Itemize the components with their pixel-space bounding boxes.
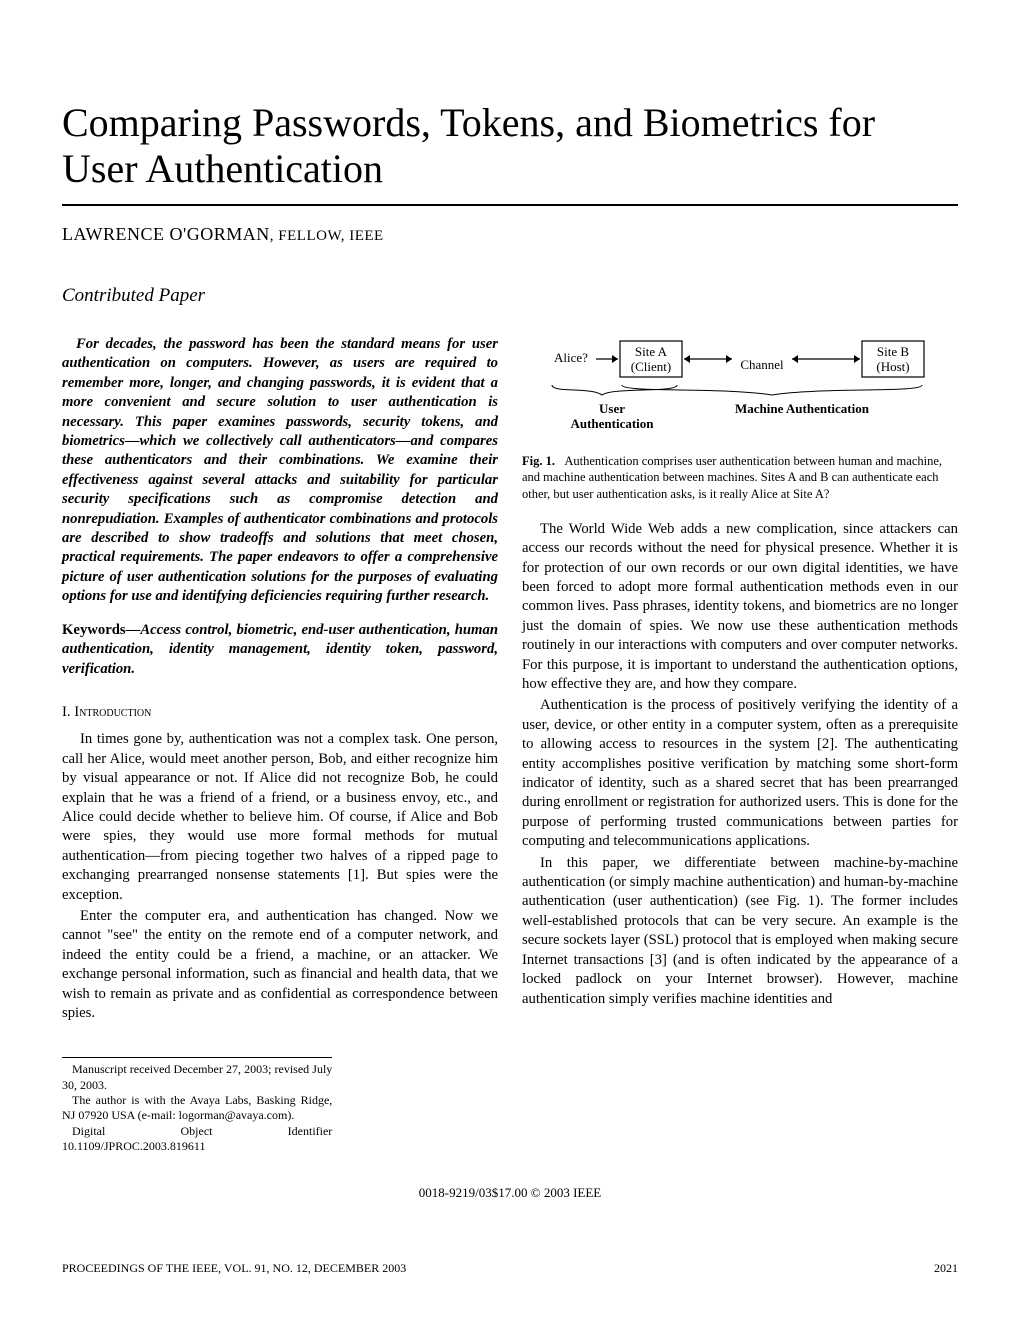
fig-userauth-l1: User — [599, 401, 625, 416]
fig-channel-label: Channel — [740, 357, 784, 372]
right-column: Alice? Site A (Client) Channel Site B (H… — [522, 335, 958, 1155]
title-rule — [62, 204, 958, 206]
footer-left: PROCEEDINGS OF THE IEEE, VOL. 91, NO. 12… — [62, 1261, 406, 1276]
body-paragraph: In times gone by, authentication was not… — [62, 730, 498, 905]
keywords: Keywords—Access control, biometric, end-… — [62, 621, 498, 679]
fig-arrowhead — [792, 355, 798, 363]
fig-siteb-top: Site B — [877, 344, 909, 359]
author-suffix: , FELLOW, IEEE — [270, 228, 384, 244]
footnote-line: Manuscript received December 27, 2003; r… — [62, 1062, 332, 1093]
figure-caption-text: Authentication comprises user authentica… — [522, 454, 942, 501]
fig-arrowhead — [726, 355, 732, 363]
body-paragraph: Authentication is the process of positiv… — [522, 696, 958, 851]
two-column-body: For decades, the password has been the s… — [62, 335, 958, 1155]
section-heading: I. Introduction — [62, 703, 498, 722]
fig-alice-label: Alice? — [554, 350, 588, 365]
figure-1: Alice? Site A (Client) Channel Site B (H… — [522, 337, 958, 502]
section-title: Introduction — [74, 704, 151, 720]
page-footer: PROCEEDINGS OF THE IEEE, VOL. 91, NO. 12… — [62, 1261, 958, 1276]
fig-arrowhead — [854, 355, 860, 363]
contributed-label: Contributed Paper — [62, 285, 958, 307]
fig-sitea-bot: (Client) — [631, 359, 671, 374]
fig-siteb-bot: (Host) — [876, 359, 909, 374]
body-paragraph: The World Wide Web adds a new complicati… — [522, 520, 958, 695]
paper-title: Comparing Passwords, Tokens, and Biometr… — [62, 100, 958, 192]
fig-arrowhead — [684, 355, 690, 363]
figure-label: Fig. 1. — [522, 454, 555, 468]
body-paragraph: In this paper, we differentiate between … — [522, 854, 958, 1009]
author-name: LAWRENCE O'GORMAN — [62, 224, 270, 244]
author-line: LAWRENCE O'GORMAN, FELLOW, IEEE — [62, 224, 958, 245]
footnotes: Manuscript received December 27, 2003; r… — [62, 1057, 332, 1154]
footnote-line: The author is with the Avaya Labs, Baski… — [62, 1093, 332, 1124]
keywords-label: Keywords— — [62, 622, 140, 638]
abstract: For decades, the password has been the s… — [62, 335, 498, 607]
fig-userauth-l2: Authentication — [570, 416, 654, 431]
copyright-line: 0018-9219/03$17.00 © 2003 IEEE — [62, 1185, 958, 1201]
fig-arrowhead — [612, 355, 618, 363]
fig-machineauth: Machine Authentication — [735, 401, 870, 416]
fig-sitea-top: Site A — [635, 344, 668, 359]
body-paragraph: Enter the computer era, and authenticati… — [62, 907, 498, 1023]
fig-brace-right — [622, 385, 922, 395]
footnote-line: Digital Object Identifier 10.1109/JPROC.… — [62, 1124, 332, 1155]
section-number: I. — [62, 704, 71, 720]
left-column: For decades, the password has been the s… — [62, 335, 498, 1155]
figure-1-svg: Alice? Site A (Client) Channel Site B (H… — [522, 337, 952, 447]
figure-1-caption: Fig. 1. Authentication comprises user au… — [522, 453, 958, 502]
footer-page-number: 2021 — [934, 1261, 958, 1276]
